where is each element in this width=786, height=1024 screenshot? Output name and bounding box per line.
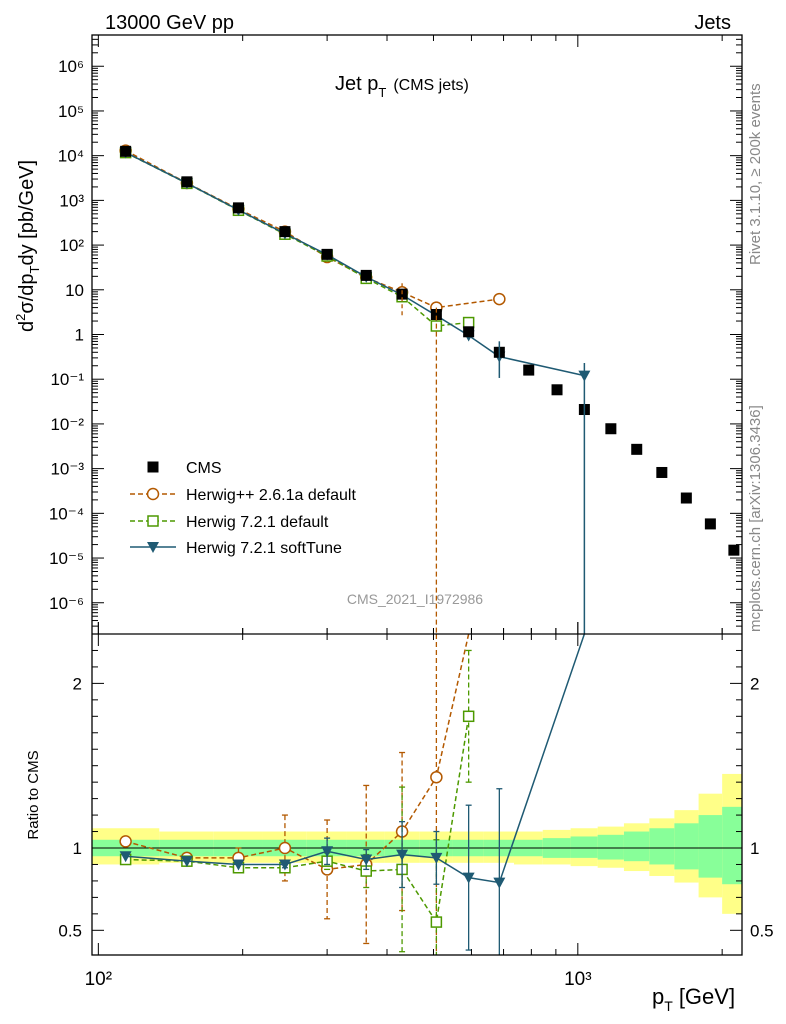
main-series-line — [125, 151, 585, 377]
ratio-point — [232, 859, 245, 871]
main-point — [463, 326, 475, 338]
ratio-series-0 — [119, 633, 470, 955]
ratio-point — [360, 854, 373, 866]
ratio-point — [493, 877, 506, 889]
ratio-y-tick-label-right: 0.5 — [750, 921, 774, 940]
ratio-y-tick-label-right: 1 — [750, 839, 759, 858]
legend-label-cms: CMS — [186, 460, 222, 477]
main-title-sub: T — [378, 85, 386, 100]
green-band-bin — [674, 823, 699, 870]
main-title: Jet pT (CMS jets) — [335, 73, 469, 100]
x-tick-label: 10³ — [564, 969, 591, 990]
main-title-main: Jet p — [335, 73, 378, 95]
main-point — [656, 466, 668, 478]
x-axis-label-sub: T — [664, 998, 673, 1014]
ratio-point — [278, 859, 291, 871]
ratio-point — [430, 852, 443, 864]
main-plot — [119, 144, 740, 634]
main-point — [680, 492, 692, 504]
y-tick-label: 10⁻² — [50, 415, 84, 434]
green-band-bin — [623, 831, 650, 862]
plot-frame — [91, 34, 743, 956]
ratio-point — [430, 916, 443, 928]
ratio-y-tick-label: 0.5 — [58, 921, 82, 940]
ratio-point — [321, 846, 334, 858]
main-ylabel: d2σ/dpTdy [pb/GeV] — [13, 160, 42, 332]
y-tick-label: 10⁻⁴ — [49, 504, 84, 523]
main-point — [181, 176, 193, 188]
main-point — [232, 202, 244, 214]
main-point — [631, 443, 643, 455]
main-point — [523, 364, 535, 376]
y-tick-label: 10⁻⁵ — [49, 549, 84, 568]
y-tick-label: 10⁵ — [58, 102, 84, 121]
ratio-ylabel: Ratio to CMS — [25, 750, 42, 839]
ratio-series-line — [125, 716, 470, 925]
y-tick-label: 10 — [65, 281, 84, 300]
main-series-line — [125, 149, 500, 309]
legend-marker — [146, 487, 160, 501]
main-point — [605, 423, 617, 435]
x-axis-label-unit: [GeV] — [679, 984, 735, 1009]
ratio-series-2 — [119, 633, 586, 955]
x-axis-label-main: p — [652, 984, 664, 1009]
green-band-bin — [698, 815, 723, 878]
legend-label-herwigpp: Herwig++ 2.6.1a default — [186, 487, 356, 504]
y-tick-label: 10⁻¹ — [50, 370, 84, 389]
main-series-1 — [119, 144, 506, 314]
legend-marker — [147, 542, 159, 553]
main-point — [279, 226, 291, 238]
main-point — [493, 292, 506, 306]
main-error-bars — [401, 283, 586, 634]
x-tick-label: 10² — [85, 969, 112, 990]
green-band-bin — [570, 836, 598, 858]
watermark: CMS_2021_I1972986 — [347, 591, 483, 607]
ratio-point — [278, 841, 292, 855]
y-tick-label: 10⁻⁶ — [49, 594, 84, 613]
y-tick-label: 10⁴ — [58, 147, 84, 166]
ratio-point — [430, 770, 443, 784]
legend-marker — [147, 461, 159, 473]
main-point — [321, 248, 333, 260]
header-right: Jets — [694, 12, 731, 34]
main-point — [728, 544, 740, 556]
main-point — [360, 269, 372, 281]
axes: 10⁻⁶ 10⁻⁵ 10⁻⁴ 10⁻³ 10⁻² 10⁻¹ 1 10 10² 10³ 10⁴ 10⁵ 1… — [49, 34, 774, 990]
ratio-point — [462, 872, 475, 884]
legend-label-herwig721-default: Herwig 7.2.1 default — [186, 514, 329, 531]
main-point — [120, 145, 132, 157]
green-band-bin — [597, 834, 624, 860]
legend: CMS Herwig++ 2.6.1a default Herwig 7.2.1… — [130, 460, 356, 557]
legend-marker — [147, 515, 159, 527]
x-axis-label: pT [GeV] — [652, 984, 735, 1014]
main-point — [704, 518, 716, 530]
ratio-point — [396, 849, 409, 861]
ratio-point — [119, 835, 132, 848]
legend-marks — [130, 461, 176, 553]
ratio-y-tick-label: 2 — [73, 674, 82, 693]
ratio-y-tick-label-right: 2 — [750, 674, 759, 693]
legend-label-herwig721-softtune: Herwig 7.2.1 softTune — [186, 540, 342, 557]
ratio-uncertainty-bands — [92, 773, 742, 914]
ratio-point — [462, 710, 475, 723]
main-point — [430, 309, 442, 321]
main-point — [462, 316, 475, 329]
y-tick-label: 10³ — [59, 191, 84, 210]
y-tick-label: 10⁶ — [58, 57, 84, 76]
y-tick-label: 1 — [75, 326, 84, 345]
header-left: 13000 GeV pp — [105, 12, 234, 34]
ratio-point — [119, 851, 132, 863]
green-band-bin — [649, 828, 675, 865]
y-tick-label: 10⁻³ — [50, 460, 84, 479]
green-band-bin — [722, 806, 742, 885]
main-title-suffix: (CMS jets) — [393, 77, 469, 94]
rivet-label: Rivet 3.1.10, ≥ 200k events — [747, 83, 764, 265]
mcplots-label: mcplots.cern.ch [arXiv:1306.3436] — [747, 405, 764, 632]
main-point — [551, 384, 563, 396]
ratio-point — [180, 856, 193, 868]
y-tick-label: 10² — [59, 236, 84, 255]
ratio-y-tick-label: 1 — [73, 839, 82, 858]
ratio-plot — [119, 633, 586, 955]
